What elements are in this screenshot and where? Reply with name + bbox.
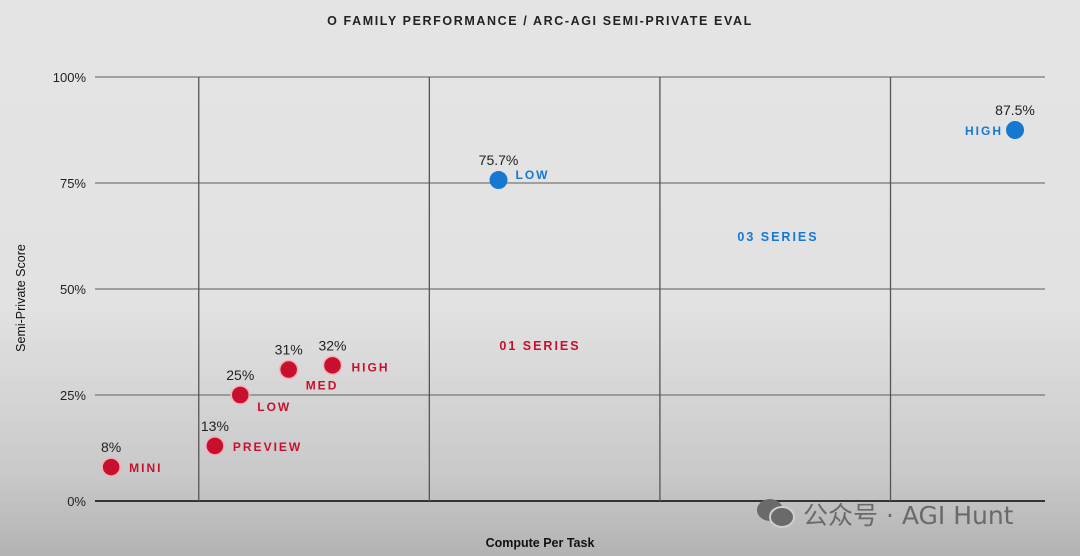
wechat-icon: [757, 499, 795, 528]
value-label: 25%: [226, 367, 254, 383]
value-label: 32%: [318, 337, 346, 353]
y-tick-label: 75%: [60, 176, 86, 191]
data-point: [101, 457, 121, 477]
data-point: [1006, 121, 1025, 139]
x-axis-label: Compute Per Task: [486, 536, 595, 550]
data-point: [489, 171, 508, 190]
value-label: 87.5%: [995, 102, 1035, 118]
data-point: [205, 436, 225, 456]
data-point: [230, 385, 251, 405]
point-label: PREVIEW: [233, 440, 302, 454]
value-label: 8%: [101, 439, 121, 455]
point-label: HIGH: [352, 360, 390, 374]
series-label: 03 SERIES: [737, 230, 818, 244]
y-tick-label: 0%: [67, 494, 86, 509]
watermark-text: 公众号 · AGI Hunt: [803, 501, 1014, 530]
point-label: HIGH: [965, 124, 1003, 138]
data-point: [278, 359, 299, 380]
y-tick-label: 50%: [60, 282, 86, 297]
y-axis-label: Semi-Private Score: [14, 244, 28, 352]
point-label: LOW: [516, 168, 550, 182]
point-label: MINI: [129, 461, 162, 475]
point-label: LOW: [257, 400, 291, 414]
data-point: [322, 355, 343, 376]
series-label: 01 SERIES: [499, 339, 580, 353]
y-tick-label: 100%: [53, 70, 87, 85]
value-label: 31%: [275, 342, 303, 358]
watermark: 公众号 · AGI Hunt: [755, 496, 1014, 532]
point-label: MED: [306, 379, 339, 393]
value-label: 75.7%: [479, 152, 519, 168]
chart-title: O FAMILY PERFORMANCE / ARC-AGI SEMI-PRIV…: [327, 14, 753, 28]
y-tick-label: 25%: [60, 388, 86, 403]
value-label: 13%: [201, 418, 229, 434]
